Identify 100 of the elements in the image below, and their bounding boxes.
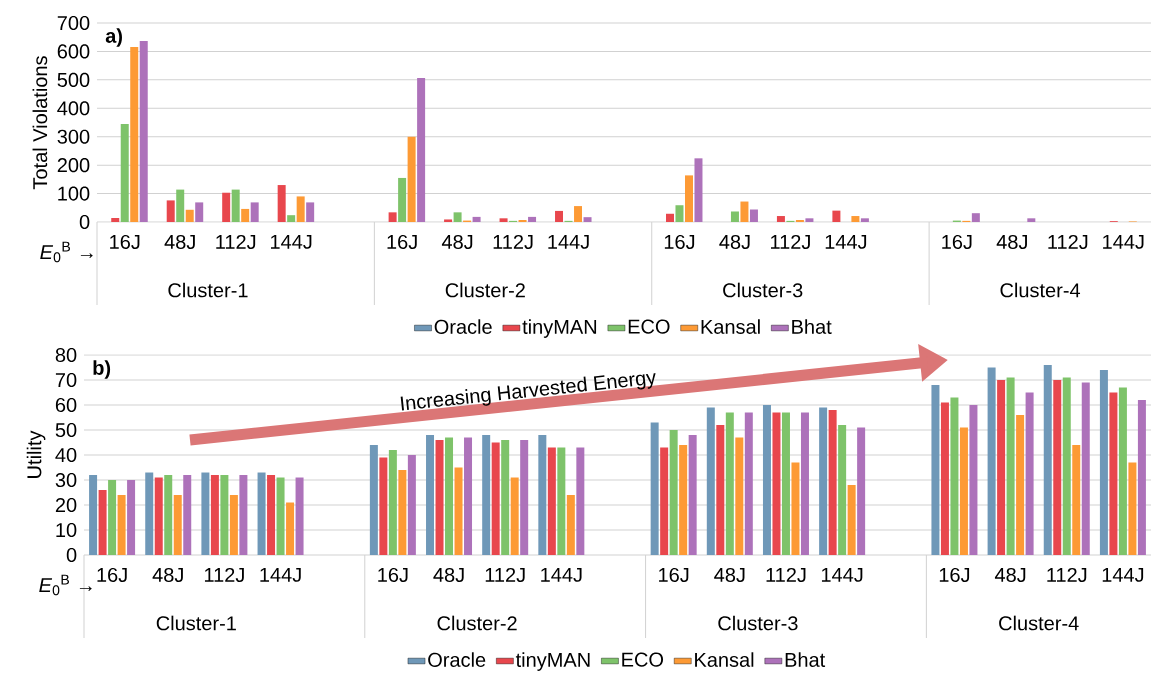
bar <box>1062 377 1071 556</box>
bar <box>725 412 734 556</box>
bar <box>1099 370 1108 556</box>
y-tick-label: 100 <box>58 186 90 201</box>
bar <box>482 435 491 556</box>
text: E$_{0}$$^{B}$ → <box>40 241 93 263</box>
bar <box>805 218 814 222</box>
y-axis-title: Total Violations <box>32 56 48 190</box>
x-tick-label: 16J <box>664 234 695 250</box>
y-tick-label: 70 <box>55 372 77 388</box>
bar <box>776 216 785 222</box>
bar <box>744 412 753 556</box>
bar <box>566 495 575 556</box>
bar <box>472 216 481 222</box>
bar <box>417 77 426 222</box>
bar <box>173 495 182 556</box>
x-tick-label: 48J <box>719 234 750 250</box>
y-tick-label: 0 <box>79 214 90 230</box>
bar <box>538 435 547 556</box>
text: E$_{0}$$^{B}$ → <box>39 574 92 596</box>
bar <box>388 212 397 222</box>
annotation: Increasing Harvested Energy <box>400 373 656 411</box>
legend-label: ECO <box>622 652 664 667</box>
x-tick-label: 144J <box>821 567 863 582</box>
bar <box>295 477 304 556</box>
bar <box>127 480 136 556</box>
text: Cluster-4 <box>999 615 1079 631</box>
bar <box>528 216 537 222</box>
y-tick-label: 80 <box>55 347 77 363</box>
x-tick-label: 144J <box>541 567 582 582</box>
bar <box>557 447 566 556</box>
bar <box>111 218 120 222</box>
y-tick-label: 200 <box>57 158 90 173</box>
bar <box>276 477 285 556</box>
legend-label: Bhat <box>785 652 826 667</box>
bar <box>1043 365 1052 556</box>
text: Cluster-4 <box>1000 282 1081 298</box>
bar <box>857 427 866 556</box>
bar <box>89 475 98 556</box>
x-tick-label: 48J <box>714 567 745 583</box>
bar <box>931 385 940 556</box>
bar <box>665 213 674 222</box>
legend-label: Bhat <box>792 319 832 334</box>
bar <box>510 477 519 556</box>
bar <box>379 457 388 556</box>
y-tick-label: 300 <box>57 129 90 144</box>
bar <box>650 422 659 556</box>
bar <box>445 437 454 556</box>
bar <box>860 218 869 222</box>
bar <box>1025 392 1034 556</box>
annotation: b) <box>93 360 111 379</box>
y-tick-label: 500 <box>57 72 90 87</box>
bar <box>183 475 192 556</box>
x-tick-label: 48J <box>164 234 195 250</box>
y-tick-label: 20 <box>55 497 77 513</box>
bar <box>660 447 669 556</box>
x-tick-label: 144J <box>1102 567 1144 582</box>
x-tick-label: 16J <box>659 567 689 583</box>
y-tick-label: 30 <box>55 472 77 488</box>
bar <box>520 440 529 556</box>
y-tick-label: 10 <box>56 522 77 538</box>
bar <box>1072 445 1081 556</box>
bar <box>120 123 129 222</box>
bar <box>576 447 585 556</box>
bar <box>969 405 978 556</box>
bar <box>1006 377 1015 556</box>
bar <box>241 208 250 222</box>
bar <box>210 475 219 556</box>
bar <box>762 405 771 556</box>
bar <box>940 402 949 556</box>
x-tick-label: 112J <box>216 234 256 250</box>
bar <box>694 158 703 222</box>
bar <box>231 189 240 222</box>
legend-label: Kansal <box>701 319 760 334</box>
y-tick-label: 50 <box>55 422 77 438</box>
bar <box>716 425 725 556</box>
bar <box>108 480 117 556</box>
bar <box>1128 462 1137 556</box>
text: Cluster-2 <box>445 282 525 298</box>
bar <box>277 185 286 222</box>
bar <box>267 475 276 556</box>
x-tick-label: 48J <box>996 234 1027 250</box>
x-tick-label: 16J <box>939 567 970 583</box>
bar <box>145 472 154 556</box>
x-tick-label: 144J <box>825 234 867 249</box>
legend-label: Kansal <box>695 652 754 667</box>
bar <box>195 202 204 222</box>
bar <box>749 209 758 222</box>
bar <box>583 217 592 222</box>
bar <box>388 450 397 556</box>
x-tick-label: 112J <box>1048 234 1088 250</box>
bar <box>547 447 556 556</box>
text: Cluster-3 <box>718 615 798 631</box>
x-tick-label: 16J <box>387 234 417 250</box>
bar <box>185 209 194 222</box>
text: Cluster-2 <box>437 615 517 631</box>
bar <box>688 435 697 556</box>
bar <box>407 136 416 222</box>
bar <box>250 202 259 222</box>
bar <box>997 380 1006 556</box>
